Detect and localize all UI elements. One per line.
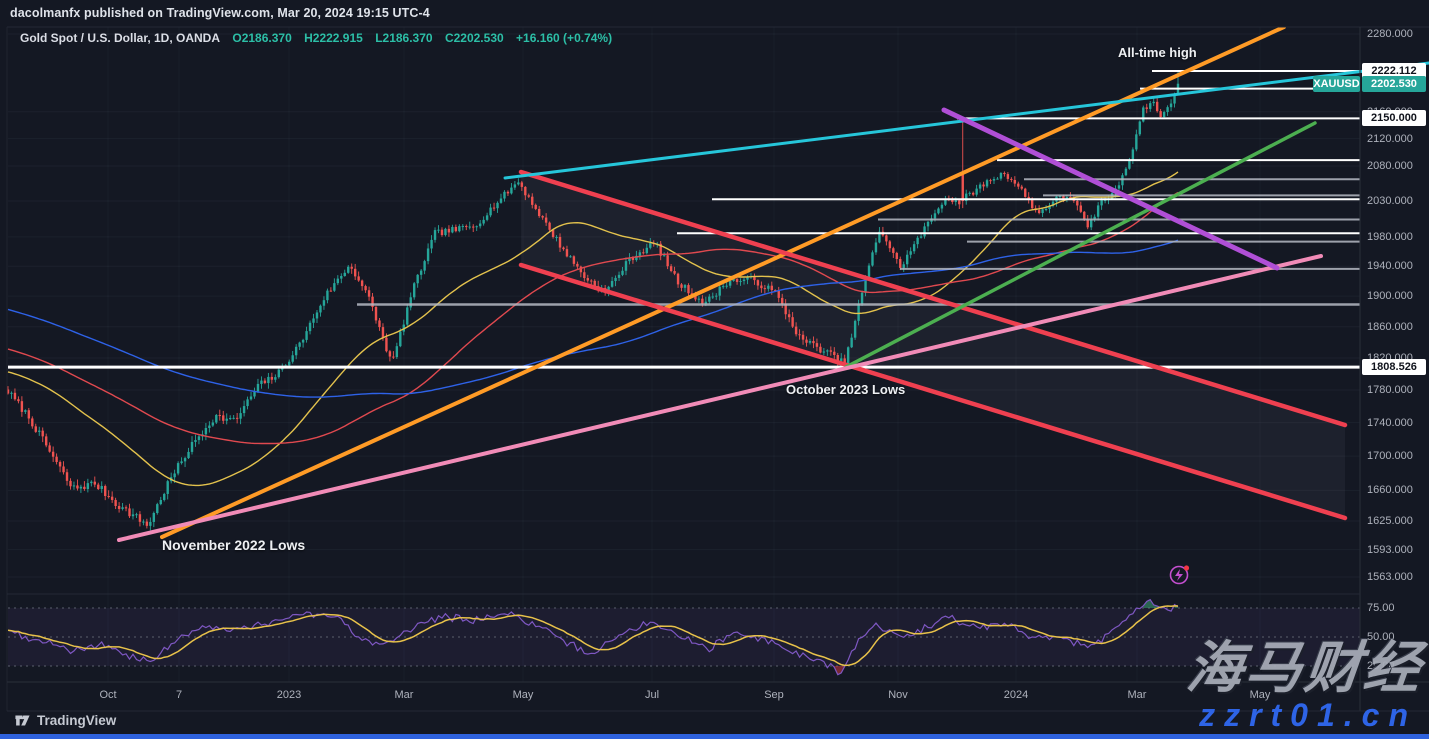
- price-tick-label: 1660.000: [1367, 484, 1413, 497]
- time-tick-label: May: [512, 689, 534, 701]
- price-tick-label: 1900.000: [1367, 290, 1413, 303]
- rsi-tick-label: 75.00: [1367, 602, 1395, 614]
- ohlc-change: +16.160 (+0.74%): [516, 31, 613, 45]
- ohlc-close: C2202.530: [444, 31, 504, 45]
- red-channel-lower: [518, 262, 1348, 521]
- red-channel-fill: [521, 172, 1345, 518]
- ohlc-high: H2222.915: [304, 31, 363, 45]
- chart-annotation[interactable]: October 2023 Lows: [786, 382, 906, 397]
- time-tick-label: 2024: [1003, 689, 1029, 701]
- chart-annotation[interactable]: All-time high: [1118, 45, 1197, 60]
- watermark-url: zzrt01.cn: [1199, 697, 1417, 733]
- orange-support-trendline: [160, 27, 1286, 539]
- price-tick-label: 1700.000: [1367, 450, 1413, 463]
- time-tick-label: Nov: [888, 689, 908, 701]
- price-badge-2150: 2150.000: [1362, 110, 1426, 127]
- symbol-legend[interactable]: Gold Spot / U.S. Dollar, 1D, OANDA O2186…: [20, 31, 612, 45]
- last-price-badge: 2202.530: [1362, 75, 1426, 92]
- purple-resistance-line: [941, 107, 1280, 271]
- watermark-cjk: 海马财经: [1183, 636, 1427, 699]
- replay-notification-dot: [1183, 565, 1190, 571]
- sma-fast-yellow[interactable]: [7, 171, 1179, 487]
- price-tick-label: 1780.000: [1367, 383, 1413, 396]
- gridlines: [8, 27, 1360, 682]
- time-tick-label: 7: [175, 689, 183, 701]
- sma-slow-blue[interactable]: [7, 239, 1179, 398]
- tradingview-logo-icon: [15, 715, 30, 726]
- trendlines[interactable]: [117, 27, 1429, 542]
- time-tick-label: 2023: [276, 689, 302, 701]
- tradingview-logo[interactable]: TradingView: [14, 712, 116, 729]
- ohlc-low: L2186.370: [375, 31, 433, 45]
- price-tick-label: 1625.000: [1367, 515, 1413, 527]
- time-tick-label: Jul: [644, 689, 660, 701]
- replay-icon[interactable]: [1169, 565, 1190, 585]
- green-support-trendline: [844, 121, 1317, 369]
- published-header: dacolmanfx published on TradingView.com,…: [10, 6, 430, 20]
- red-channel-upper: [518, 169, 1348, 428]
- price-badge-ath: 2222.112: [1362, 62, 1426, 79]
- time-tick-label: Mar: [394, 689, 414, 701]
- tradingview-logo-text: TradingView: [37, 713, 117, 728]
- chart-annotation[interactable]: November 2022 Lows: [162, 537, 306, 553]
- sma-mid-red[interactable]: [7, 191, 1179, 445]
- time-tick-label: Mar: [1127, 689, 1147, 701]
- time-tick-label: Oct: [99, 689, 117, 701]
- rsi-pane[interactable]: [8, 598, 1360, 676]
- rsi-line: [8, 598, 1179, 676]
- price-tick-label: 1940.000: [1367, 260, 1413, 273]
- main-pane[interactable]: [7, 27, 1429, 542]
- price-tick-label: 2080.000: [1367, 160, 1413, 173]
- chart-frame: [6, 26, 1429, 712]
- horizontal-levels[interactable]: [8, 69, 1360, 369]
- rsi-tick-label: 50.00: [1367, 631, 1395, 643]
- time-tick-label: May: [1249, 689, 1271, 701]
- price-badge-1808: 1808.526: [1362, 358, 1426, 375]
- price-tick-label: 1563.000: [1367, 570, 1413, 583]
- rsi-ma-line: [8, 605, 1179, 667]
- price-tick-label: 1593.000: [1367, 543, 1413, 556]
- price-tick-label: 1740.000: [1367, 416, 1413, 429]
- time-tick-label: Sep: [764, 689, 784, 701]
- price-tick-label: 1980.000: [1367, 230, 1413, 243]
- bottom-blue-bar: [0, 734, 1429, 739]
- ohlc-open: O2186.370: [232, 31, 292, 45]
- price-tick-label: 2120.000: [1367, 132, 1413, 145]
- pink-support-trendline: [117, 254, 1323, 542]
- symbol-title: Gold Spot / U.S. Dollar, 1D, OANDA: [20, 31, 221, 45]
- price-tick-label: 2280.000: [1367, 28, 1413, 40]
- symbol-badge: XAUUSD: [1313, 75, 1360, 92]
- price-tick-label: 2030.000: [1367, 195, 1413, 207]
- price-tick-label: 1860.000: [1367, 320, 1413, 333]
- rsi-tick-label: 25.00: [1367, 660, 1395, 672]
